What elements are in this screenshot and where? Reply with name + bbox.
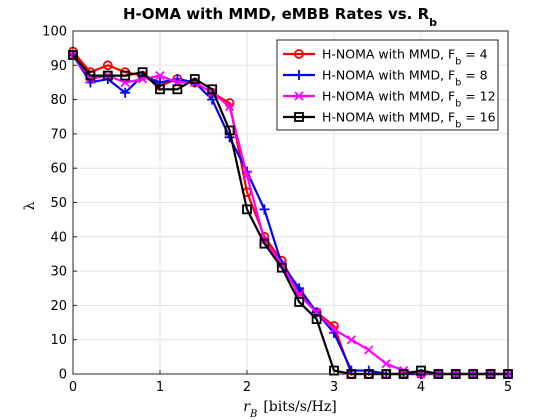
- data-point: [294, 112, 304, 122]
- data-point: [346, 335, 357, 345]
- data-point: [102, 70, 113, 81]
- data-point: [259, 204, 270, 215]
- data-point: [85, 70, 96, 81]
- data-point: [416, 365, 426, 376]
- legend-item: H-NOMA with MMD, Fb = 16: [283, 110, 496, 131]
- data-point: [155, 84, 165, 95]
- data-point: [364, 345, 374, 355]
- y-tick-label: 50: [50, 196, 67, 211]
- legend-item: H-NOMA with MMD, Fb = 4: [283, 47, 488, 68]
- x-tick-label: 5: [504, 380, 512, 395]
- x-tick-label: 1: [156, 380, 164, 395]
- x-tick-label: 3: [330, 380, 338, 395]
- data-point: [224, 101, 235, 112]
- data-point: [329, 324, 339, 335]
- legend: H-NOMA with MMD, Fb = 4H-NOMA with MMD, …: [276, 39, 499, 131]
- data-point: [102, 60, 113, 71]
- data-point: [294, 49, 304, 59]
- y-axis-label: λ: [22, 201, 38, 210]
- data-point: [242, 204, 252, 215]
- data-point: [224, 125, 235, 136]
- data-point: [155, 70, 165, 81]
- y-tick-label: 60: [50, 162, 67, 177]
- y-tick-label: 80: [50, 93, 67, 108]
- data-point: [137, 67, 148, 78]
- x-tick-label: 0: [69, 380, 77, 395]
- y-tick-label: 0: [59, 368, 67, 383]
- legend-label: H-NOMA with MMD, Fb = 12: [322, 89, 496, 110]
- legend-label: H-NOMA with MMD, Fb = 16: [322, 110, 496, 131]
- data-point: [120, 70, 131, 81]
- y-tick-label: 10: [50, 333, 67, 348]
- y-tick-label: 70: [50, 127, 67, 142]
- x-axis-label: rB [bits/s/Hz]: [243, 399, 336, 420]
- y-tick-label: 90: [50, 59, 67, 74]
- data-point: [120, 87, 131, 98]
- data-point: [381, 359, 391, 369]
- legend-item: H-NOMA with MMD, Fb = 12: [283, 89, 496, 110]
- plot-frame: [72, 30, 509, 375]
- series-line: [72, 54, 508, 376]
- data-point: [242, 170, 252, 180]
- y-tick-label: 30: [50, 265, 67, 280]
- data-point: [189, 74, 200, 84]
- data-point: [207, 84, 218, 95]
- data-point: [294, 297, 305, 307]
- data-point: [276, 262, 287, 273]
- data-point: [172, 84, 183, 95]
- x-tick-label: 2: [243, 380, 251, 395]
- data-point: [259, 238, 270, 249]
- series: [68, 50, 513, 379]
- data-point: [311, 314, 322, 325]
- legend-label: H-NOMA with MMD, Fb = 8: [322, 68, 488, 89]
- data-point: [329, 365, 339, 376]
- y-tick-label: 100: [42, 25, 67, 40]
- data-point: [294, 91, 304, 101]
- y-tick-label: 40: [50, 230, 67, 245]
- y-tick-label: 20: [50, 299, 67, 314]
- x-tick-label: 4: [417, 380, 425, 395]
- chart-title: H-OMA with MMD, eMBB Rates vs. Rb: [123, 5, 437, 29]
- legend-item: H-NOMA with MMD, Fb = 8: [283, 68, 488, 89]
- legend-label: H-NOMA with MMD, Fb = 4: [322, 47, 488, 68]
- data-point: [294, 70, 304, 80]
